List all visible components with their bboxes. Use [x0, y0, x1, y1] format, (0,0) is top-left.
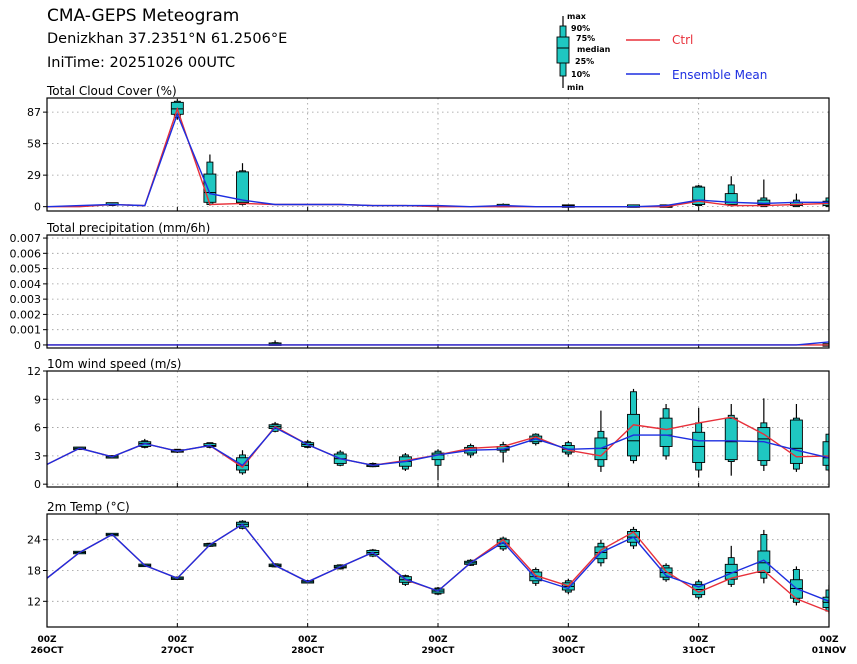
panel-3: 10m wind speed (m/s) 0 3 6 9 12 [27, 357, 830, 491]
ensemble-box [268, 340, 282, 346]
box-25-75 [724, 563, 738, 580]
panel-data [47, 388, 829, 481]
y-tick-label: 0 [34, 478, 41, 491]
chart-panels: Total Cloud Cover (%) 0 29 58 87 Total precip… [10, 84, 830, 628]
x-tick-label-date: 29OCT [422, 646, 456, 656]
panel-data [47, 520, 829, 614]
x-tick-label-date: 28OCT [291, 646, 325, 656]
y-tick-label: 6 [34, 422, 41, 435]
ensemble-box [789, 566, 803, 606]
y-tick-label: 3 [34, 450, 41, 463]
x-tick-label-time: 00Z [298, 635, 318, 645]
panel-title: 10m wind speed (m/s) [47, 357, 181, 371]
ensemble-box [203, 154, 217, 206]
panel-frame [46, 234, 830, 349]
legend-box-label: min [567, 83, 584, 92]
box-25-75 [203, 173, 217, 203]
legend-box-label: max [567, 12, 587, 21]
ensemble-mean-line [47, 341, 829, 346]
ensemble-box [692, 184, 706, 207]
panel-2: Total precipitation (mm/6h) 0 0.001 0.002 0.… [10, 221, 830, 352]
y-tick-label: 12 [27, 365, 41, 378]
ensemble-mean-line [47, 426, 829, 467]
legend-box-25-75 [556, 36, 570, 64]
y-tick-label: 87 [27, 106, 41, 119]
panel-frame [46, 97, 830, 212]
box-25-75 [724, 193, 738, 205]
panel-grid [47, 235, 829, 348]
ensemble-box [757, 529, 771, 584]
ensemble-box [594, 410, 608, 472]
ensemble-mean-line [47, 523, 829, 603]
x-tick-label-date: 31OCT [682, 646, 716, 656]
panel-title: Total Cloud Cover (%) [46, 84, 177, 98]
x-tick-label-time: 00Z [428, 635, 448, 645]
x-axis: 00Z26OCT00Z27OCT00Z28OCT00Z29OCT00Z30OCT… [31, 635, 847, 656]
y-tick-label: 0 [34, 339, 41, 352]
x-tick-label-time: 00Z [559, 635, 579, 645]
legend-box-label: 10% [571, 70, 590, 79]
y-tick-label: 0.005 [10, 263, 42, 276]
y-tick-label: 0.003 [10, 293, 42, 306]
box-25-75 [659, 417, 673, 447]
y-tick-label: 0.001 [10, 324, 42, 337]
panel-1: Total Cloud Cover (%) 0 29 58 87 [27, 84, 830, 214]
box-25-75 [789, 419, 803, 464]
box-25-75 [822, 441, 829, 466]
legend-ctrl-label: Ctrl [672, 33, 693, 47]
legend: max 90%75% median 25% 10% min Ctrl Ensemble Mea… [556, 12, 767, 92]
meteogram-title: CMA-GEPS Meteogram [47, 6, 240, 26]
ensemble-box [724, 545, 738, 587]
y-tick-label: 12 [27, 595, 41, 608]
panel-4: 2m Temp (°C) 12 18 24 [27, 500, 830, 628]
panel-data [47, 239, 829, 347]
y-tick-label: 0.002 [10, 308, 42, 321]
x-tick-label-date: 26OCT [31, 646, 65, 656]
panel-frame [46, 513, 830, 628]
y-tick-label: 24 [27, 534, 41, 547]
x-tick-label-date: 27OCT [161, 646, 195, 656]
init-time: IniTime: 20251026 00UTC [47, 55, 236, 71]
box-25-75 [757, 550, 771, 574]
box-25-75 [724, 417, 738, 461]
ensemble-box [724, 404, 738, 476]
y-tick-label: 0.007 [10, 232, 42, 245]
y-tick-label: 0.004 [10, 278, 42, 291]
panel-data [47, 99, 829, 208]
y-tick-label: 18 [27, 565, 41, 578]
panel-title: Total precipitation (mm/6h) [46, 221, 210, 235]
panel-grid [47, 98, 829, 211]
panel-grid [47, 514, 829, 627]
y-tick-label: 9 [34, 393, 41, 406]
ensemble-box [822, 433, 829, 472]
ensemble-box [627, 388, 640, 464]
panel-title: 2m Temp (°C) [47, 500, 130, 514]
box-25-75 [692, 431, 706, 463]
ensemble-mean-line [47, 112, 829, 208]
ctrl-line [47, 106, 829, 208]
ensemble-box [789, 404, 803, 472]
ensemble-box [692, 407, 706, 478]
x-tick-label-date: 30OCT [552, 646, 586, 656]
x-tick-label-time: 00Z [689, 635, 709, 645]
x-tick-label-date: 01NOV [812, 646, 846, 656]
y-tick-label: 0.006 [10, 247, 42, 260]
y-tick-label: 58 [27, 138, 41, 151]
legend-box-label: median [577, 45, 611, 54]
legend-box-label: 90% [571, 24, 590, 33]
y-tick-label: 0 [34, 201, 41, 214]
y-tick-label: 29 [27, 169, 41, 182]
ensemble-box [724, 176, 738, 207]
x-tick-label-time: 00Z [37, 635, 57, 645]
panel-frame [46, 370, 830, 488]
x-tick-label-time: 00Z [819, 635, 839, 645]
x-tick-label-time: 00Z [168, 635, 188, 645]
legend-box-label: 25% [575, 57, 594, 66]
legend-mean-label: Ensemble Mean [672, 68, 767, 82]
legend-box-label: 75% [576, 34, 595, 43]
station-location: Denizkhan 37.2351°N 61.2506°E [47, 31, 288, 47]
ensemble-box [659, 404, 673, 460]
